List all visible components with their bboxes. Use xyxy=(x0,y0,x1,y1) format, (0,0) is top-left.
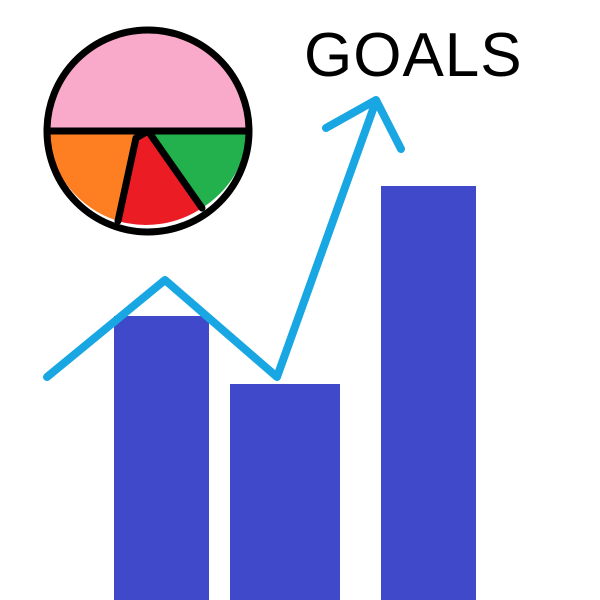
pie-chart-icon xyxy=(43,26,253,236)
pie-slice-red xyxy=(118,131,202,225)
bar-chart-icon xyxy=(114,186,476,600)
bar-3 xyxy=(381,186,476,600)
bar-2 xyxy=(230,384,340,600)
bar-1 xyxy=(114,316,209,600)
trend-line xyxy=(43,97,380,381)
pie-slice-large xyxy=(47,30,249,131)
pie-slice-green xyxy=(148,131,249,208)
pie-divider-inner xyxy=(114,127,206,225)
trend-arrow-icon xyxy=(43,96,405,381)
goals-title: GOALS xyxy=(304,21,523,90)
trend-arrowhead xyxy=(322,96,405,153)
